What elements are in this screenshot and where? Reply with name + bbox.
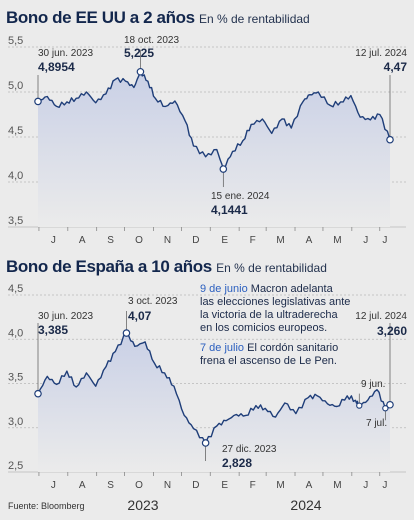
chart1-subtitle: En % de rentabilidad bbox=[198, 12, 310, 26]
x-tick-label: E bbox=[221, 235, 228, 246]
chart2-plot bbox=[34, 311, 394, 472]
y-tick-label: 5,5 bbox=[8, 35, 23, 47]
chart2-ann-label-jul7: 7 jul. bbox=[366, 418, 387, 429]
chart1-ann-date-start: 30 jun. 2023 bbox=[38, 48, 93, 59]
chart2-ann-date-end: 12 jul. 2024 bbox=[355, 311, 407, 322]
note1-line3: la victoria de la ultraderecha bbox=[200, 309, 338, 321]
chart1-ann-date-end: 12 jul. 2024 bbox=[355, 48, 407, 59]
note2-text-1: El cordón sanitario bbox=[247, 342, 338, 354]
x-tick-label: M bbox=[333, 235, 341, 246]
x-tick-label: A bbox=[79, 235, 86, 246]
chart2-ann-value-max: 4,07 bbox=[128, 309, 152, 323]
x-tick-label: N bbox=[164, 480, 171, 491]
highlight-point bbox=[386, 135, 394, 144]
chart1: 5,5 5,0 4,5 4,0 3,5 J A S O N D E F M A M J J 30 jun. 20… bbox=[8, 35, 407, 246]
y-tick-label: 4,0 bbox=[8, 327, 23, 339]
x-tick-label: A bbox=[79, 480, 86, 491]
chart2-ann-value-end: 3,260 bbox=[377, 324, 407, 338]
chart1-ann-value-end: 4,47 bbox=[384, 60, 408, 74]
x-tick-label: J bbox=[382, 480, 387, 491]
chart1-y-ticks: 5,5 5,0 4,5 4,0 3,5 bbox=[8, 35, 23, 227]
chart1-plot bbox=[34, 49, 394, 227]
note1-date: 9 de junio bbox=[200, 283, 248, 295]
x-tick-label: A bbox=[306, 480, 313, 491]
chart2-ann-date-start: 30 jun. 2023 bbox=[38, 311, 93, 322]
chart1-ann-value-min: 4,1441 bbox=[211, 203, 248, 217]
chart2-y-ticks: 4,5 4,0 3,5 3,0 2,5 bbox=[8, 283, 23, 472]
note2-date: 7 de julio bbox=[200, 342, 244, 354]
chart1-title: Bono de EE UU a 2 años bbox=[6, 8, 195, 27]
year-label-2023: 2023 bbox=[127, 497, 158, 513]
chart1-ann-value-max-b: 5,225 bbox=[124, 46, 154, 60]
note1-line4: en los comicios europeos. bbox=[200, 322, 327, 334]
chart2-ann-date-max: 3 oct. 2023 bbox=[128, 296, 178, 307]
note1-text-1: Macron adelanta bbox=[251, 283, 334, 295]
x-tick-label: S bbox=[107, 480, 114, 491]
chart2-title: Bono de España a 10 años bbox=[6, 257, 212, 276]
chart2-ann-date-min: 27 dic. 2023 bbox=[222, 444, 277, 455]
y-tick-label: 3,0 bbox=[8, 416, 23, 428]
y-tick-label: 2,5 bbox=[8, 460, 23, 472]
chart1-ann-date-max: 18 oct. 2023 bbox=[124, 35, 179, 46]
x-tick-label: E bbox=[221, 480, 228, 491]
x-tick-label: D bbox=[192, 480, 199, 491]
highlight-point bbox=[219, 165, 228, 173]
x-tick-label: F bbox=[250, 480, 256, 491]
x-tick-label: S bbox=[107, 235, 114, 246]
chart2-ann-label-jun9: 9 jun. bbox=[361, 379, 385, 390]
y-tick-label: 4,0 bbox=[8, 170, 23, 182]
chart1-ann-value-start: 4,8954 bbox=[38, 60, 75, 74]
highlight-point bbox=[34, 389, 42, 398]
y-tick-label: 4,5 bbox=[8, 125, 23, 137]
y-tick-label: 3,5 bbox=[8, 215, 23, 227]
x-tick-label: A bbox=[306, 235, 313, 246]
x-tick-label: D bbox=[192, 235, 199, 246]
event-point bbox=[382, 405, 389, 412]
chart2: 4,5 4,0 3,5 3,0 2,5 J A S O N D E F M A M J J 30 jun. 20… bbox=[8, 283, 407, 491]
series-line bbox=[37, 332, 391, 444]
x-tick-label: N bbox=[164, 235, 171, 246]
series-area bbox=[38, 71, 390, 227]
x-tick-label: J bbox=[363, 235, 368, 246]
chart1-ann-date-min: 15 ene. 2024 bbox=[211, 191, 270, 202]
chart2-title-block: Bono de España a 10 años En % de rentabi… bbox=[6, 257, 327, 277]
x-tick-label: O bbox=[135, 235, 143, 246]
series-line bbox=[37, 71, 391, 170]
highlight-point bbox=[136, 67, 145, 76]
x-tick-label: J bbox=[51, 480, 56, 491]
x-tick-label: M bbox=[333, 480, 341, 491]
event-point bbox=[356, 402, 363, 409]
y-tick-label: 5,0 bbox=[8, 80, 23, 92]
x-tick-label: O bbox=[135, 480, 143, 491]
note2-line1: 7 de julio El cordón sanitario bbox=[200, 342, 338, 354]
chart1-title-block: Bono de EE UU a 2 años En % de rentabili… bbox=[6, 8, 310, 28]
chart2-annotations: 30 jun. 2023 3,385 3 oct. 2023 4,07 27 d… bbox=[38, 296, 407, 470]
chart2-notes: 9 de junio Macron adelanta las eleccione… bbox=[200, 283, 350, 367]
highlight-point bbox=[386, 400, 394, 409]
series-area bbox=[38, 333, 390, 472]
note2-line2: frena el ascenso de Le Pen. bbox=[200, 355, 337, 367]
highlight-point bbox=[122, 329, 131, 337]
year-label-2024: 2024 bbox=[290, 497, 321, 513]
x-tick-label: M bbox=[276, 480, 284, 491]
note1-line1: 9 de junio Macron adelanta bbox=[200, 283, 334, 295]
x-tick-label: J bbox=[363, 480, 368, 491]
chart2-ann-value-start: 3,385 bbox=[38, 323, 68, 337]
chart2-ann-value-min: 2,828 bbox=[222, 456, 252, 470]
chart1-annotations: 30 jun. 2023 4,8954 18 oct. 2023 5,225 1… bbox=[38, 35, 407, 217]
highlight-point bbox=[201, 439, 210, 447]
x-tick-label: J bbox=[382, 235, 387, 246]
note1-line2: las elecciones legislativas ante bbox=[200, 296, 350, 308]
highlight-point bbox=[34, 97, 42, 106]
x-tick-label: M bbox=[276, 235, 284, 246]
x-tick-label: F bbox=[250, 235, 256, 246]
x-tick-label: J bbox=[51, 235, 56, 246]
y-tick-label: 4,5 bbox=[8, 283, 23, 295]
source-note: Fuente: Bloomberg bbox=[8, 501, 85, 511]
chart2-subtitle: En % de rentabilidad bbox=[216, 261, 327, 275]
y-tick-label: 3,5 bbox=[8, 372, 23, 384]
